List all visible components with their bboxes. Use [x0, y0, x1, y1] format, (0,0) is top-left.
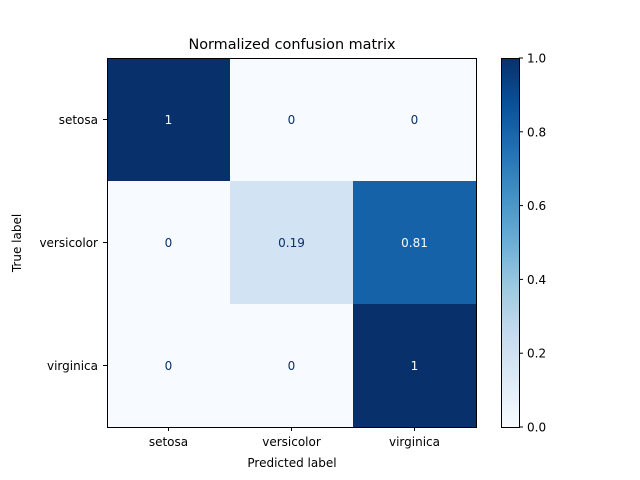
matrix-cell: [230, 304, 354, 428]
x-axis-label: Predicted label: [247, 456, 336, 470]
matrix-cell: [230, 58, 354, 182]
colorbar-frame: [501, 58, 520, 428]
colorbar-ticks: 0.0 0.2 0.4 0.6 0.8 1.0: [519, 52, 546, 435]
y-axis-label: True label: [10, 214, 24, 273]
matrix-cell: [107, 304, 231, 428]
cell-value-label: 0: [165, 236, 173, 250]
x-tick-label: versicolor: [262, 435, 321, 449]
colorbar-tick-label: 0.0: [527, 421, 546, 435]
x-tick-label: setosa: [149, 435, 188, 449]
cell-value-label: 1: [411, 359, 419, 373]
colorbar-tick-label: 0.2: [527, 347, 546, 361]
cell-value-label: 0: [411, 113, 419, 127]
y-tick-label: versicolor: [39, 236, 98, 250]
cell-value-label: 1: [165, 113, 173, 127]
x-axis-ticks: setosa versicolor virginica: [149, 427, 440, 449]
colorbar: [501, 58, 519, 427]
y-tick-label: virginica: [47, 359, 98, 373]
colorbar-tick-label: 0.4: [527, 273, 546, 287]
colorbar-tick-label: 0.6: [527, 199, 546, 213]
colorbar-tick-label: 1.0: [527, 52, 546, 66]
matrix-cell-labels: 1 0 0 0 0.19 0.81 0 0 1: [165, 113, 428, 373]
x-tick-label: virginica: [389, 435, 440, 449]
colorbar-tick-label: 0.8: [527, 125, 546, 139]
cell-value-label: 0: [165, 359, 173, 373]
cell-value-label: 0.19: [278, 236, 305, 250]
y-axis-ticks: setosa versicolor virginica: [39, 113, 107, 373]
matrix-cell: [107, 58, 231, 182]
y-tick-label: setosa: [59, 113, 98, 127]
cell-value-label: 0.81: [401, 236, 428, 250]
matrix-cell: [230, 181, 354, 305]
cell-value-label: 0: [288, 359, 296, 373]
matrix-cell: [353, 181, 477, 305]
matrix-cell: [107, 181, 231, 305]
matrix-cells: [107, 58, 477, 428]
matrix-cell: [353, 304, 477, 428]
matrix-cell: [353, 58, 477, 182]
cell-value-label: 0: [288, 113, 296, 127]
chart-title: Normalized confusion matrix: [188, 37, 396, 53]
